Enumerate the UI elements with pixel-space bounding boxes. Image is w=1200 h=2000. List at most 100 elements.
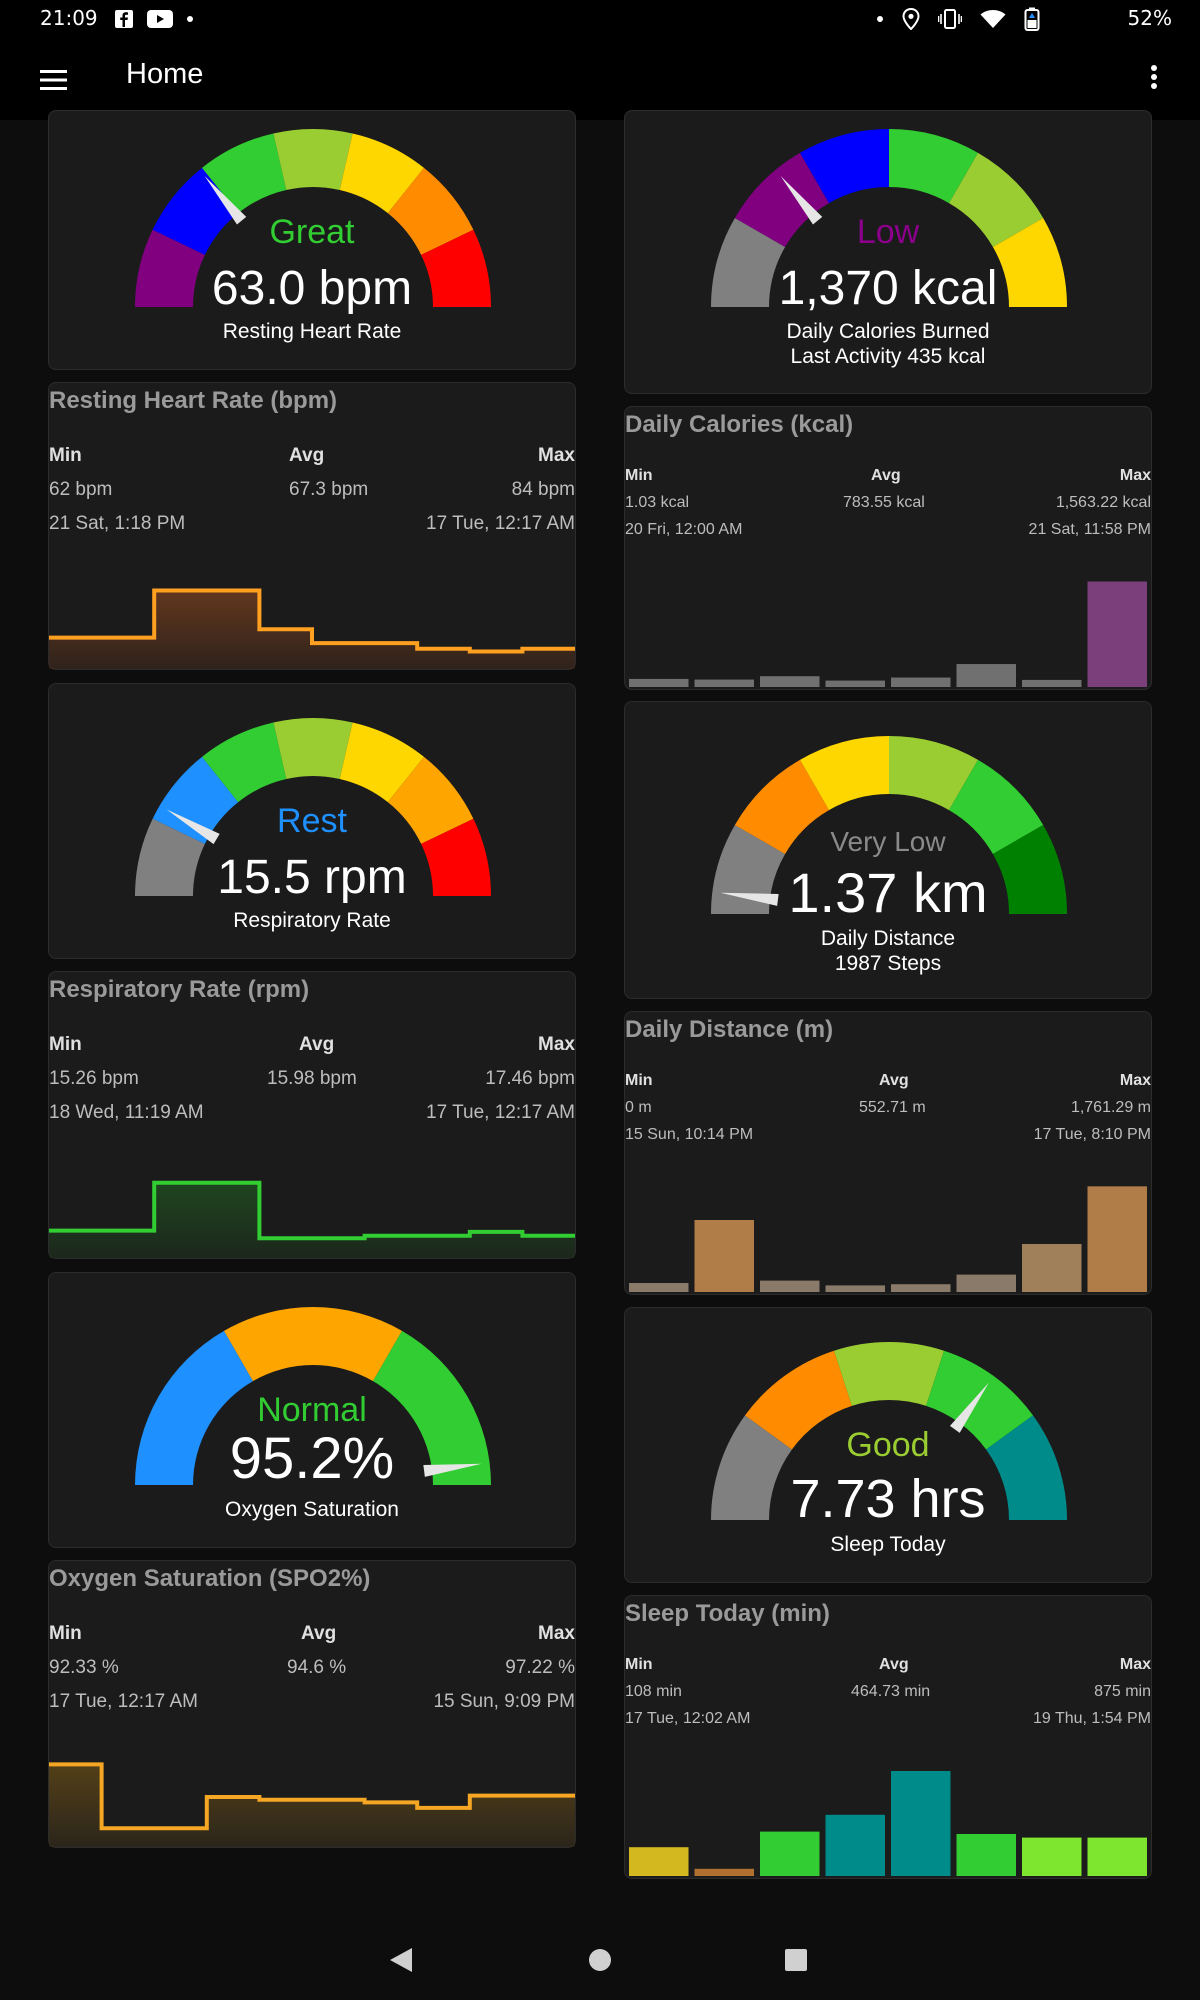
gauge-segment <box>135 1330 253 1485</box>
avg-header: Avg <box>871 467 901 484</box>
chart-bar <box>760 1831 820 1876</box>
page-title: Home <box>126 58 204 90</box>
min-time: 15 Sun, 10:14 PM <box>625 1126 754 1143</box>
gauge-segment <box>949 152 1044 247</box>
gauge-needle <box>780 176 823 225</box>
gauge-segment <box>135 818 205 896</box>
avg-header: Avg <box>301 1623 337 1644</box>
heart-rate-status: Great <box>269 213 355 251</box>
vibrate-icon <box>938 9 962 29</box>
gauge-needle <box>204 176 247 225</box>
chart-line <box>49 1762 575 1831</box>
menu-button[interactable] <box>34 62 74 98</box>
gauge-segment <box>202 133 287 214</box>
chart-bar <box>1022 679 1082 687</box>
distance-sublabel: 1987 Steps <box>834 952 942 975</box>
chart-bar <box>956 664 1016 687</box>
spo2-gauge <box>135 1307 491 1485</box>
more-options-button[interactable] <box>1134 58 1174 102</box>
heart-rate-stats-card[interactable]: Resting Heart Rate (bpm) Min Avg Max 62 … <box>48 382 576 670</box>
gauge-segment <box>135 229 205 307</box>
max-value: 17.46 bpm <box>485 1068 575 1089</box>
min-time: 17 Tue, 12:17 AM <box>49 1691 198 1712</box>
distance-gauge <box>711 736 1067 914</box>
max-value: 1,761.29 m <box>1070 1099 1151 1116</box>
more-vert-icon <box>1151 65 1157 89</box>
min-header: Min <box>49 1034 82 1055</box>
calories-chart-title: Daily Calories (kcal) <box>625 411 854 438</box>
spo2-gauge-card[interactable]: Normal 95.2% Oxygen Saturation <box>48 1272 576 1548</box>
chart-bar <box>694 1868 754 1876</box>
avg-header: Avg <box>289 445 325 466</box>
distance-chart <box>629 1186 1147 1292</box>
calories-gauge-card[interactable]: Low 1,370 kcal Daily Calories Burned Las… <box>624 110 1152 394</box>
system-nav-bar <box>0 1920 1200 2000</box>
min-header: Min <box>625 1656 653 1673</box>
back-button[interactable] <box>382 1940 422 1980</box>
heart-rate-label: Resting Heart Rate <box>222 320 402 343</box>
heart-rate-value: 63.0 bpm <box>211 262 413 315</box>
calories-value: 1,370 kcal <box>778 262 998 315</box>
gauge-segment <box>273 718 353 780</box>
sleep-stats-card[interactable]: Sleep Today (min) Min Avg Max 108 min 46… <box>624 1595 1152 1879</box>
max-header: Max <box>1119 1072 1151 1089</box>
max-header: Max <box>1119 467 1151 484</box>
max-value: 875 min <box>1094 1683 1151 1700</box>
status-bar: 21:09 52% <box>0 0 1200 40</box>
chart-area <box>49 1764 575 1847</box>
gauge-segment <box>339 133 424 214</box>
chart-bar <box>825 680 885 687</box>
avg-header: Avg <box>879 1656 909 1673</box>
chart-bar <box>760 1280 820 1292</box>
gauge-segment <box>711 1415 792 1520</box>
spo2-stats-card[interactable]: Oxygen Saturation (SPO2%) Min Avg Max 92… <box>48 1560 576 1848</box>
min-time: 21 Sat, 1:18 PM <box>49 513 186 534</box>
max-value: 84 bpm <box>511 479 575 500</box>
gauge-segment <box>889 736 978 811</box>
distance-stats-card[interactable]: Daily Distance (m) Min Avg Max 0 m 552.7… <box>624 1011 1152 1295</box>
resp-rate-gauge-card[interactable]: Rest 15.5 rpm Respiratory Rate <box>48 683 576 959</box>
avg-value: 15.98 bpm <box>267 1068 357 1089</box>
facebook-icon <box>115 10 133 28</box>
max-time: 17 Tue, 12:17 AM <box>426 513 575 534</box>
heart-rate-gauge-card[interactable]: Great 63.0 bpm Resting Heart Rate <box>48 110 576 370</box>
spo2-chart-title: Oxygen Saturation (SPO2%) <box>49 1565 371 1592</box>
gauge-segment <box>926 1350 1034 1450</box>
chart-bar <box>1022 1244 1082 1292</box>
gauge-needle <box>949 1382 989 1433</box>
chart-bar <box>825 1814 885 1876</box>
sleep-gauge-card[interactable]: Good 7.73 hrs Sleep Today <box>624 1307 1152 1583</box>
chart-bar <box>956 1834 1016 1876</box>
gauge-segment <box>339 722 424 803</box>
resp-rate-label: Respiratory Rate <box>233 909 391 932</box>
resp-rate-stats-card[interactable]: Respiratory Rate (rpm) Min Avg Max 15.26… <box>48 971 576 1259</box>
gauge-needle <box>166 809 220 845</box>
avg-value: 94.6 % <box>287 1657 347 1678</box>
avg-header: Avg <box>299 1034 335 1055</box>
chart-line <box>49 1180 575 1241</box>
spo2-value: 95.2% <box>229 1426 395 1491</box>
heart-rate-gauge <box>135 129 491 307</box>
avg-value: 783.55 kcal <box>843 494 925 511</box>
sleep-value: 7.73 hrs <box>790 1469 986 1529</box>
min-header: Min <box>49 445 82 466</box>
calories-label: Daily Calories Burned <box>786 320 990 343</box>
chart-bar <box>694 1220 754 1292</box>
resp-rate-value: 15.5 rpm <box>217 851 407 904</box>
chart-bar <box>629 678 689 687</box>
gauge-segment <box>744 1350 852 1450</box>
distance-gauge-card[interactable]: Very Low 1.37 km Daily Distance 1987 Ste… <box>624 701 1152 999</box>
home-button[interactable] <box>580 1940 620 1980</box>
recents-button[interactable] <box>776 1940 816 1980</box>
max-header: Max <box>538 1623 575 1644</box>
heart-rate-chart <box>49 588 575 669</box>
max-header: Max <box>538 1034 575 1055</box>
calories-stats-card[interactable]: Daily Calories (kcal) Min Avg Max 1.03 k… <box>624 406 1152 690</box>
sleep-label: Sleep Today <box>830 1533 946 1556</box>
sleep-gauge <box>711 1342 1067 1520</box>
gauge-segment <box>949 759 1044 854</box>
youtube-icon <box>147 10 173 28</box>
min-header: Min <box>625 1072 653 1089</box>
resp-rate-chart <box>49 1180 575 1258</box>
distance-status: Very Low <box>830 826 946 857</box>
